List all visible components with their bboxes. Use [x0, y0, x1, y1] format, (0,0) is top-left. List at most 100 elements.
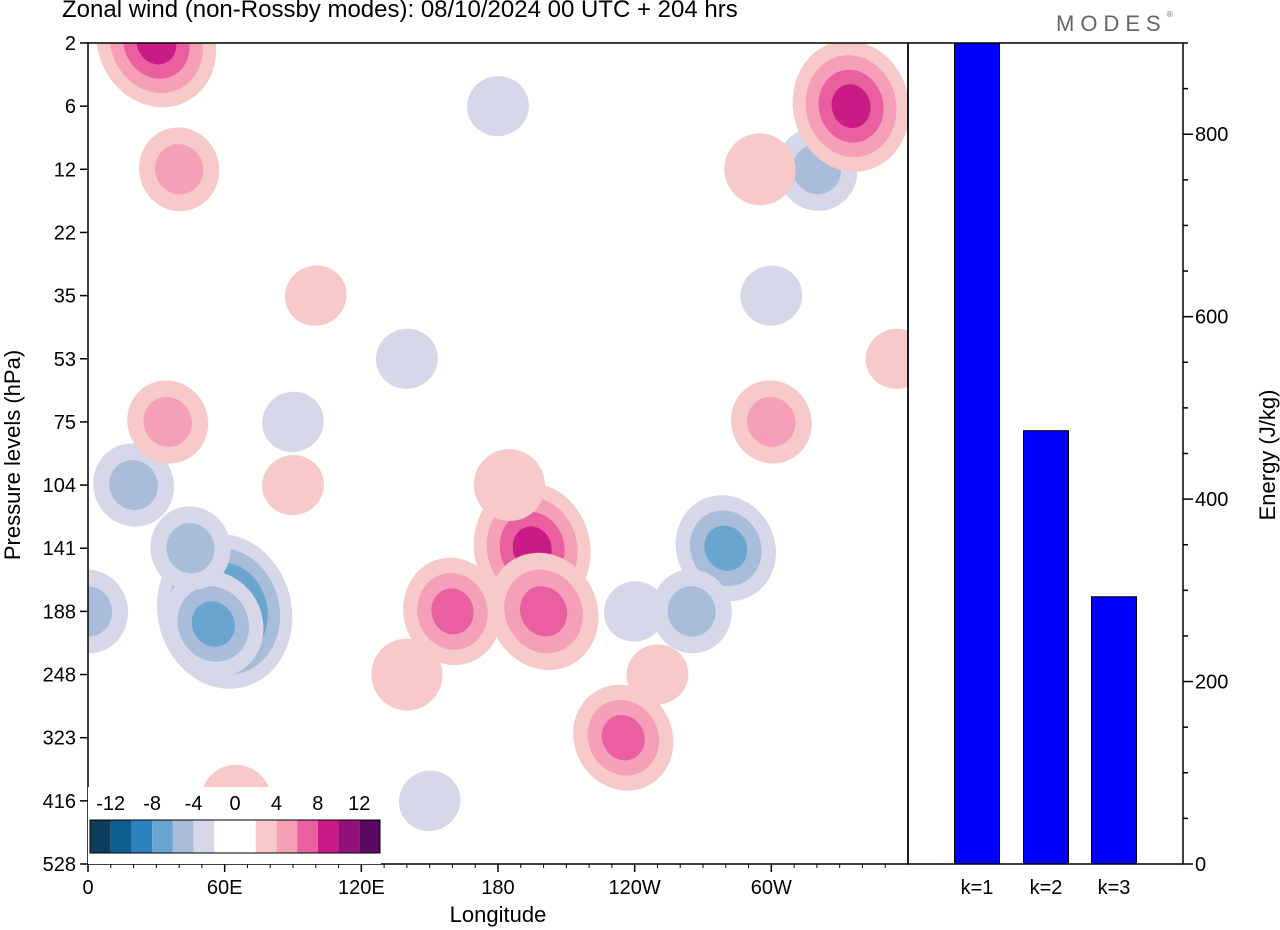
y-tick-label: 2: [65, 33, 76, 55]
contour-blob: [403, 557, 502, 666]
colorbar-cell: [235, 820, 256, 853]
contour-level: [626, 644, 689, 705]
contour-blob: [651, 569, 732, 654]
x-tick-label: 60W: [751, 877, 792, 899]
energy-tick-label: 800: [1195, 124, 1228, 146]
contour-level: [724, 133, 796, 206]
colorbar-label: -12: [96, 793, 125, 815]
contour-level: [473, 449, 545, 521]
contour-blob: [371, 638, 443, 711]
contour-blob: [488, 552, 599, 671]
contour-level: [371, 638, 443, 711]
contour-blob: [163, 571, 264, 677]
y-tick-label: 6: [65, 96, 76, 118]
contour-level: [398, 770, 461, 832]
contour-level: [166, 523, 215, 574]
chart-title: Zonal wind (non-Rossby modes): 08/10/202…: [62, 0, 738, 23]
contour-blob: [730, 380, 812, 464]
contour-level: [109, 460, 158, 511]
colorbar-label: -8: [143, 793, 161, 815]
colorbar-cell: [255, 820, 277, 853]
energy-bars: [954, 42, 1137, 865]
contour-blob: [603, 581, 666, 642]
contour-level: [519, 586, 568, 637]
colorbar-legend: -12 -8 -4 0 4 8 12: [88, 787, 381, 864]
x-tick-label: 0: [82, 877, 93, 899]
contour-blob: [398, 770, 461, 832]
contour-level: [284, 265, 347, 326]
contour-level: [831, 84, 871, 129]
colorbar-cell: [193, 820, 215, 853]
contour-level: [467, 76, 529, 137]
heatmap-contours: [88, 43, 908, 837]
colorbar-cell: [214, 820, 235, 853]
contour-blob: [93, 443, 175, 527]
energy-tick-label: 400: [1195, 489, 1228, 511]
colorbar-cell: [297, 820, 318, 853]
y-tick-label: 22: [54, 222, 76, 244]
colorbar-label: 12: [348, 793, 370, 815]
contour-level: [136, 43, 177, 65]
energy-axis: 0 200 400 600 800: [1183, 42, 1228, 876]
contour-blob: [626, 644, 689, 705]
contour-blob: [724, 133, 796, 206]
colorbar-cell: [110, 820, 132, 853]
energy-category-label: k=2: [1030, 877, 1063, 899]
contour-blob: [375, 328, 438, 389]
x-axis-title: Longitude: [450, 902, 547, 927]
y-tick-label: 248: [43, 665, 76, 687]
colorbar-label: 0: [229, 793, 240, 815]
x-tick-label: 120W: [609, 877, 661, 899]
contour-level: [123, 43, 190, 79]
contour-level: [88, 586, 113, 637]
contour-blob: [150, 506, 231, 591]
y-tick-label: 53: [54, 349, 76, 371]
contour-blob: [467, 76, 529, 137]
y-tick-label: 35: [54, 286, 76, 308]
contour-level: [865, 328, 908, 389]
contour-blob: [138, 127, 220, 212]
contour-level: [740, 265, 803, 326]
energy-categories: k=1 k=2 k=3: [961, 877, 1131, 899]
contour-level: [143, 396, 192, 447]
contour-blob: [262, 391, 324, 453]
energy-bar-k3: [1091, 596, 1137, 865]
colorbar-border: [89, 819, 381, 854]
logo-text: MODES: [1056, 11, 1167, 36]
contour-level: [667, 586, 716, 637]
contour-level: [747, 396, 796, 447]
energy-axis-title: Energy (J/kg): [1255, 390, 1280, 521]
x-tick-label: 120E: [338, 877, 385, 899]
contour-level: [704, 525, 748, 571]
energy-tick-label: 600: [1195, 307, 1228, 329]
longitude-axis: 0 60E 120E 180 120W 60W: [82, 864, 886, 899]
colorbar-label: -4: [185, 793, 203, 815]
pressure-axis: 2 6 12 22 35 53 75 104 141 188 248 323 416 528: [43, 33, 88, 876]
contour-level: [155, 144, 204, 195]
contour-level: [262, 391, 324, 453]
energy-tick-label: 0: [1195, 854, 1206, 876]
contour-blob: [262, 455, 324, 516]
colorbar-cell: [152, 820, 173, 853]
contour-blob: [88, 569, 129, 654]
energy-category-label: k=1: [961, 877, 994, 899]
contour-blob: [473, 449, 545, 521]
contour-blob: [127, 380, 209, 464]
contour-level: [601, 715, 645, 761]
energy-category-label: k=3: [1098, 877, 1131, 899]
contour-level: [262, 455, 324, 516]
colorbar-cell: [359, 820, 380, 853]
y-tick-label: 75: [54, 412, 76, 434]
energy-bar-k1: [954, 42, 1000, 865]
heatmap-panel: 0 60E 120E 180 120W 60W 2 6 12 22 35 53 75 104 141 188…: [0, 33, 909, 927]
colorbar-cell: [131, 820, 153, 853]
y-tick-label: 528: [43, 854, 76, 876]
x-tick-label: 180: [481, 877, 514, 899]
energy-tick-label: 200: [1195, 672, 1228, 694]
x-tick-label: 60E: [207, 877, 243, 899]
colorbar-cell: [338, 820, 360, 853]
y-tick-label: 104: [43, 475, 76, 497]
contour-blob: [792, 43, 908, 172]
contour-level: [375, 328, 438, 389]
colorbar-label: 8: [312, 793, 323, 815]
